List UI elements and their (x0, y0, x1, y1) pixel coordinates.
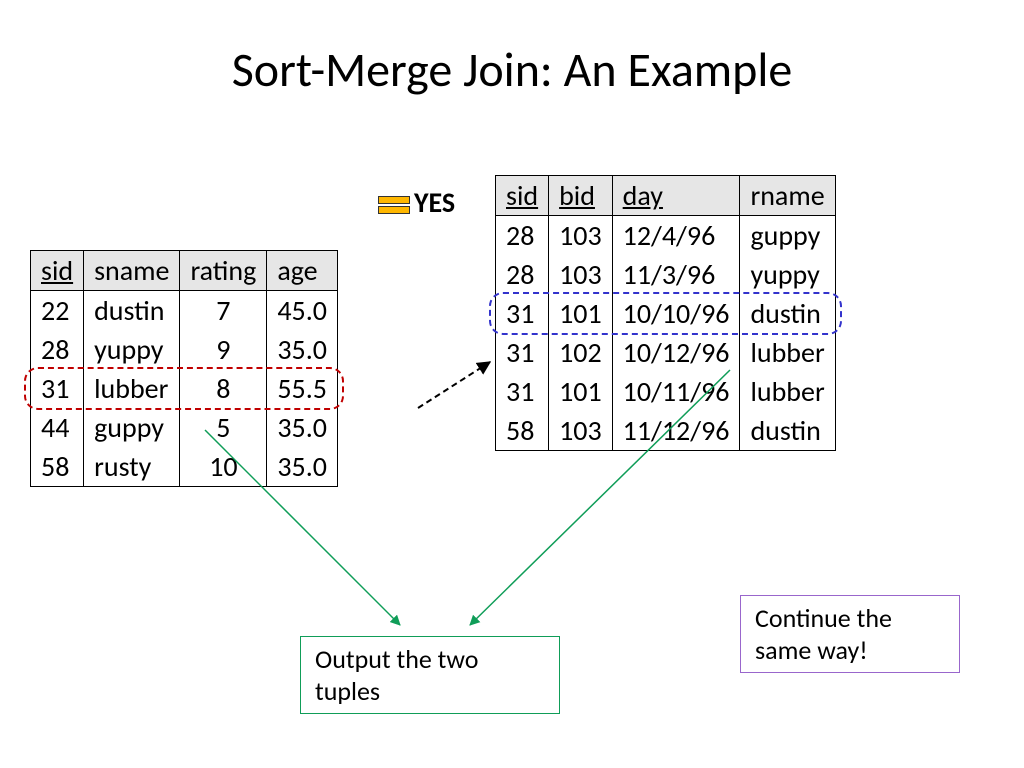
right-table-cell: 103 (549, 255, 613, 294)
left-table-header: sname (84, 251, 180, 291)
left-table-cell: 28 (31, 330, 84, 369)
left-table-cell: guppy (84, 408, 180, 447)
left-table-row: 31lubber855.5 (31, 369, 338, 408)
right-table-row: 2810311/3/96yuppy (496, 255, 836, 294)
left-table-cell: 7 (180, 291, 267, 331)
right-table-header: bid (549, 176, 613, 216)
right-table: sidbiddayrname 2810312/4/96guppy2810311/… (495, 175, 836, 451)
right-table-cell: lubber (740, 372, 835, 411)
right-table-header: day (612, 176, 740, 216)
right-table-cell: dustin (740, 411, 835, 451)
left-table-cell: dustin (84, 291, 180, 331)
right-table-cell: 10/10/96 (612, 294, 740, 333)
equals-label: YES (414, 185, 455, 220)
left-table-cell: 35.0 (267, 447, 338, 487)
right-table-row: 2810312/4/96guppy (496, 216, 836, 256)
right-table-cell: dustin (740, 294, 835, 333)
right-table-row: 3110210/12/96lubber (496, 333, 836, 372)
right-table-row: 3110110/10/96dustin (496, 294, 836, 333)
output-callout: Output the two tuples (300, 636, 560, 714)
right-table-cell: 12/4/96 (612, 216, 740, 256)
right-table-cell: 10/12/96 (612, 333, 740, 372)
left-table-row: 22dustin745.0 (31, 291, 338, 331)
right-table-cell: 28 (496, 255, 549, 294)
right-table-cell: 31 (496, 372, 549, 411)
left-table-row: 28yuppy935.0 (31, 330, 338, 369)
right-table-cell: 11/3/96 (612, 255, 740, 294)
left-table-cell: 35.0 (267, 330, 338, 369)
left-table-cell: 55.5 (267, 369, 338, 408)
right-table-cell: 101 (549, 294, 613, 333)
left-table-cell: 8 (180, 369, 267, 408)
left-table-cell: 5 (180, 408, 267, 447)
right-table-cell: 11/12/96 (612, 411, 740, 451)
left-table-cell: yuppy (84, 330, 180, 369)
left-table-row: 44guppy535.0 (31, 408, 338, 447)
right-table-header: rname (740, 176, 835, 216)
left-table-cell: 22 (31, 291, 84, 331)
right-table-header: sid (496, 176, 549, 216)
left-table-cell: 44 (31, 408, 84, 447)
equals-badge: YES (378, 185, 455, 220)
left-table-cell: 35.0 (267, 408, 338, 447)
match-arrow (418, 362, 490, 408)
right-table-cell: 58 (496, 411, 549, 451)
left-table-cell: 31 (31, 369, 84, 408)
right-table-row: 5810311/12/96dustin (496, 411, 836, 451)
slide-title: Sort-Merge Join: An Example (0, 40, 1024, 99)
right-table-cell: 101 (549, 372, 613, 411)
left-table: sidsnameratingage 22dustin745.028yuppy93… (30, 250, 338, 487)
left-table-row: 58rusty1035.0 (31, 447, 338, 487)
left-table-cell: 58 (31, 447, 84, 487)
right-table-cell: 103 (549, 216, 613, 256)
equals-icon (378, 194, 410, 216)
right-table-cell: 102 (549, 333, 613, 372)
right-table-cell: lubber (740, 333, 835, 372)
left-table-cell: rusty (84, 447, 180, 487)
left-table-cell: 10 (180, 447, 267, 487)
left-table-cell: lubber (84, 369, 180, 408)
left-table-cell: 45.0 (267, 291, 338, 331)
right-table-cell: 103 (549, 411, 613, 451)
left-table-header: sid (31, 251, 84, 291)
right-table-cell: 31 (496, 294, 549, 333)
left-table-header: age (267, 251, 338, 291)
right-table-cell: 31 (496, 333, 549, 372)
right-table-cell: 10/11/96 (612, 372, 740, 411)
left-table-header: rating (180, 251, 267, 291)
right-table-cell: yuppy (740, 255, 835, 294)
continue-callout: Continue the same way! (740, 595, 960, 673)
left-table-cell: 9 (180, 330, 267, 369)
right-table-cell: 28 (496, 216, 549, 256)
right-table-cell: guppy (740, 216, 835, 256)
right-table-row: 3110110/11/96lubber (496, 372, 836, 411)
